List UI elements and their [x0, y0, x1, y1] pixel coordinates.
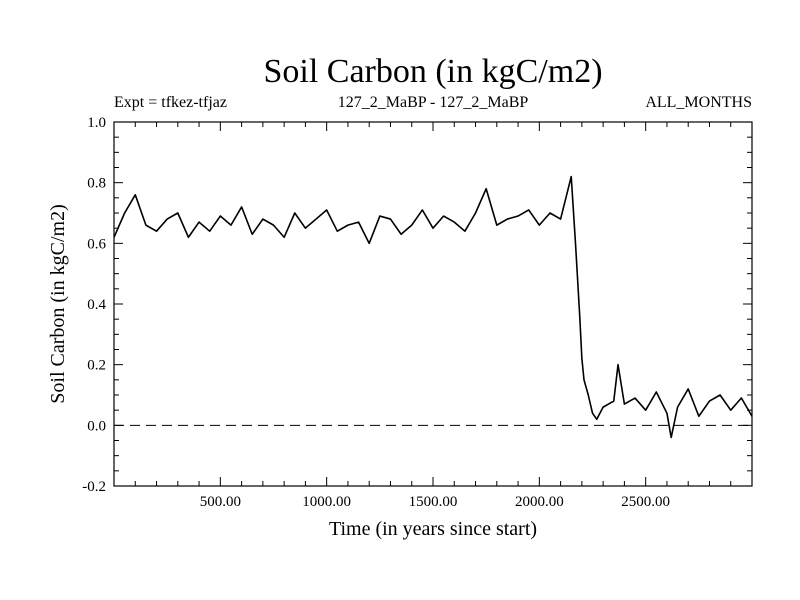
tick-labels: 500.00 1000.00 1500.00 2000.00 2500.00 -0.2 0.…	[82, 115, 670, 510]
x-tick-label: 2500.00	[621, 494, 670, 510]
y-tick-label: 1.0	[87, 115, 106, 131]
axes	[113, 121, 753, 487]
y-tick-label: -0.2	[82, 479, 106, 495]
soil-carbon-series-line	[113, 175, 753, 439]
y-tick-label: 0.0	[87, 418, 106, 434]
y-tick-label: 0.6	[87, 236, 106, 252]
x-axis-label: Time (in years since start)	[329, 518, 537, 540]
x-tick-label: 2000.00	[515, 494, 564, 510]
chart-title: Soil Carbon (in kgC/m2)	[263, 53, 602, 90]
period-label: 127_2_MaBP - 127_2_MaBP	[338, 94, 529, 111]
y-axis-label: Soil Carbon (in kgC/m2)	[47, 204, 69, 403]
months-label: ALL_MONTHS	[645, 94, 752, 111]
x-tick-label: 500.00	[200, 494, 241, 510]
ticks	[114, 121, 752, 487]
y-tick-label: 0.8	[87, 176, 106, 192]
y-tick-label: 0.4	[87, 297, 106, 313]
plot-frame	[113, 121, 753, 487]
x-tick-label: 1500.00	[409, 494, 458, 510]
y-tick-label: 0.2	[87, 358, 106, 374]
experiment-label: Expt = tfkez-tfjaz	[114, 94, 227, 111]
x-tick-label: 1000.00	[302, 494, 351, 510]
